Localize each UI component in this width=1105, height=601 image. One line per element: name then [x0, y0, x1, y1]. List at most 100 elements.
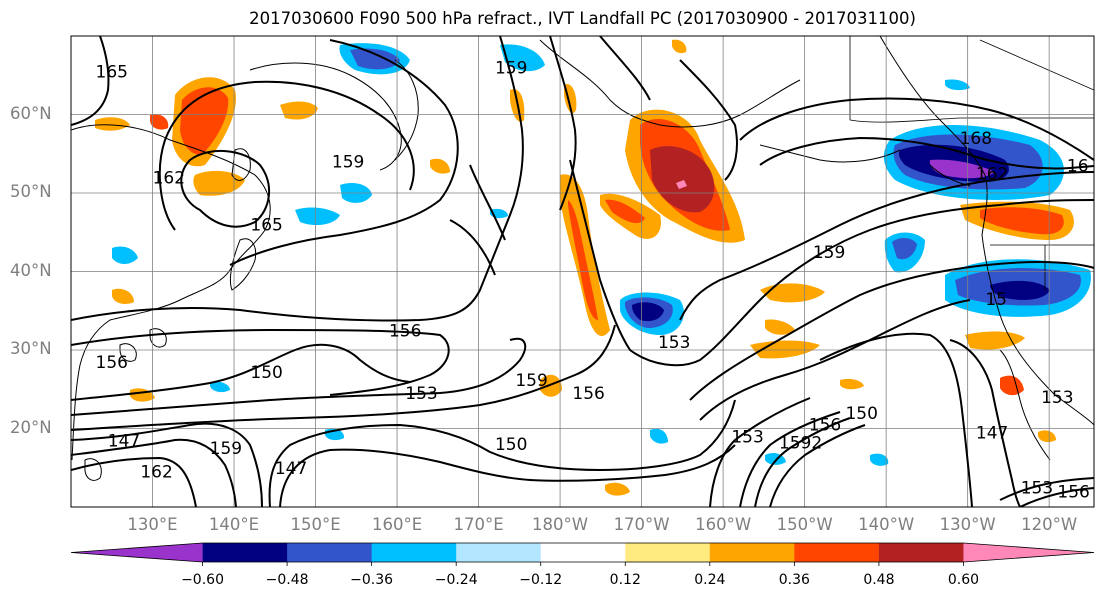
contour-label: 159	[515, 371, 547, 391]
longitude-label: 160°W	[695, 515, 752, 534]
ivt-negative-area	[650, 428, 668, 444]
contour-label: 150	[495, 435, 527, 455]
longitude-label: 120°W	[1021, 515, 1078, 534]
colorbar-tick-label: 0.48	[863, 572, 895, 588]
contour-label: 147	[976, 423, 1008, 443]
colorbar-swatch	[456, 543, 542, 562]
contour-label: 162	[153, 168, 185, 188]
colorbar-swatch	[878, 543, 964, 562]
ivt-negative-area	[870, 453, 889, 466]
longitude-label: 130°W	[939, 515, 996, 534]
colorbar-swatch	[794, 543, 880, 562]
contour-label: 150	[845, 404, 877, 424]
colorbar-tick-label: −0.12	[519, 572, 563, 588]
contour-label: 156	[1057, 482, 1089, 502]
ivt-positive-area	[280, 101, 318, 120]
colorbar-tick-label: 0.36	[778, 572, 810, 588]
contour-label: 165	[250, 215, 282, 235]
ivt-positive-area	[672, 39, 687, 54]
ivt-positive-area	[1038, 430, 1056, 443]
graticule	[71, 36, 1094, 507]
ivt-positive-area	[965, 331, 1025, 350]
ivt-negative-area	[892, 238, 917, 260]
contour-label: 156	[809, 416, 841, 436]
longitude-label: 140°W	[858, 515, 915, 534]
contour-label: 159	[332, 153, 364, 173]
ivt-positive-area	[980, 207, 1064, 235]
latitude-label: 20°N	[10, 417, 52, 437]
ivt-positive-area	[112, 288, 134, 304]
latitude-label: 30°N	[10, 339, 52, 358]
contour-label: 153	[1041, 388, 1073, 408]
contour-label: 16	[1067, 157, 1089, 177]
longitude-label: 170°W	[613, 515, 670, 534]
contour-label: 159	[495, 58, 527, 78]
ivt-negative-area	[929, 159, 995, 179]
colorbar-swatch	[202, 543, 288, 562]
contour-label: 147	[108, 431, 140, 451]
longitude-label: 170°E	[453, 515, 504, 534]
ivt-negative-area	[990, 280, 1050, 300]
ivt-positive-area	[605, 199, 645, 224]
latitude-label: 60°N	[10, 103, 52, 123]
colorbar-tick-label: −0.60	[181, 572, 224, 588]
contour-label: 159	[210, 439, 242, 459]
contour-label: 15	[985, 290, 1007, 310]
contour-label: 153	[1021, 478, 1053, 498]
contour-label: 168	[960, 129, 992, 149]
political-borders	[849, 36, 1094, 290]
map-plot-area: 165 1591621591651681616215915156153156150…	[71, 36, 1094, 507]
colorbar-tick-label: 0.12	[609, 572, 641, 588]
ivt-positive-area	[605, 482, 630, 496]
contour-label: 156	[389, 321, 421, 341]
ivt-positive-area	[676, 180, 687, 189]
colorbar-swatch	[625, 543, 711, 562]
contour-label: 165	[96, 62, 128, 82]
colorbar	[70, 542, 1095, 566]
longitude-label: 150°W	[776, 515, 833, 534]
ivt-positive-area	[95, 117, 130, 131]
colorbar-swatch	[287, 543, 373, 562]
ivt-positive-area	[150, 114, 169, 130]
contour-label: 153	[731, 427, 763, 447]
longitude-label: 150°E	[290, 515, 341, 534]
contour-label: 159	[813, 243, 845, 263]
contour-label: 156	[96, 353, 128, 373]
contour-label: 153	[405, 384, 437, 404]
refractivity-contours	[71, 36, 1094, 507]
longitude-label: 140°E	[208, 515, 260, 534]
latitude-label: 40°N	[10, 260, 52, 280]
colorbar-swatch	[371, 543, 457, 562]
colorbar-tick-label: 0.24	[694, 572, 726, 588]
ivt-negative-area	[210, 381, 230, 393]
ivt-negative-area	[632, 302, 664, 322]
ivt-negative-area	[112, 246, 138, 264]
longitude-label: 160°E	[371, 515, 423, 534]
ivt-positive-area	[650, 146, 715, 213]
colorbar-tick-label: −0.48	[265, 572, 309, 588]
ivt-negative-area	[500, 44, 545, 72]
longitude-label: 130°E	[127, 515, 178, 534]
ivt-positive-area	[760, 283, 825, 303]
colorbar-swatch	[963, 543, 1094, 562]
map-title: 2017030600 F090 500 hPa refract., IVT La…	[249, 9, 916, 28]
colorbar-tick-label: −0.24	[434, 572, 478, 588]
ivt-positive-area	[750, 340, 820, 359]
ivt-negative-area	[945, 79, 970, 91]
colorbar-swatch	[709, 543, 795, 562]
ivt-positive-area	[568, 200, 598, 320]
contour-label: 162	[976, 164, 1008, 184]
latitude-label: 50°N	[10, 182, 52, 201]
ivt-positive-area	[540, 374, 562, 397]
colorbar-tick-label: −0.36	[350, 572, 394, 588]
colorbar-swatch	[71, 543, 203, 562]
ivt-positive-area	[180, 87, 229, 155]
ivt-shading	[95, 39, 1091, 496]
colorbar-swatch	[540, 543, 626, 562]
colorbar-tick-label: 0.60	[947, 572, 980, 588]
contour-label: 1592	[779, 434, 822, 454]
longitude-label: 180°W	[532, 515, 589, 534]
ivt-negative-area	[295, 207, 340, 226]
ivt-positive-area	[765, 319, 795, 335]
